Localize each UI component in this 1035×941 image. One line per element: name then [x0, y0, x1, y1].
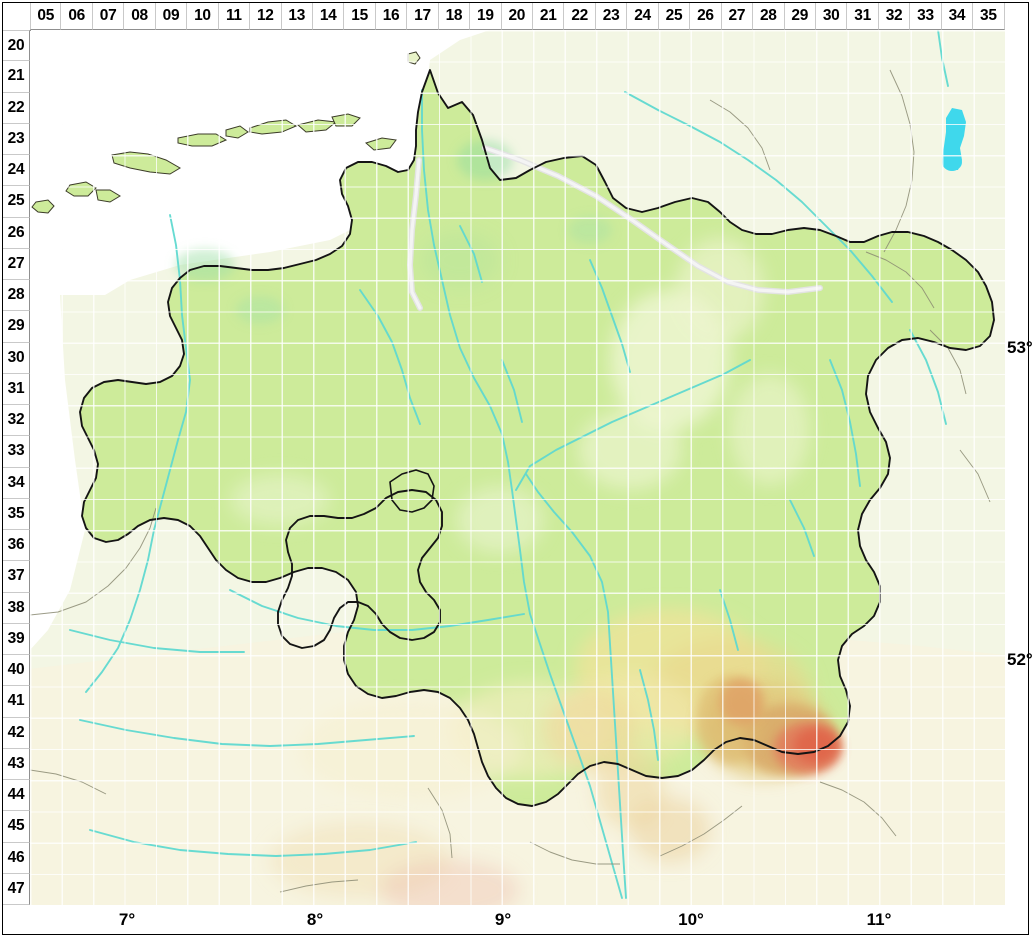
ruler-top-cell[interactable]: 26: [690, 3, 722, 30]
ruler-top-cell[interactable]: 27: [721, 3, 754, 30]
ruler-top-cell[interactable]: 06: [61, 3, 93, 30]
ruler-left-cell[interactable]: 26: [3, 217, 30, 249]
ruler-left-cell[interactable]: 44: [3, 780, 30, 812]
ruler-top-cell[interactable]: 08: [124, 3, 156, 30]
ruler-top-cell[interactable]: 16: [375, 3, 408, 30]
ruler-left-cell[interactable]: 25: [3, 186, 30, 218]
ruler-top-cell[interactable]: 18: [438, 3, 471, 30]
ruler-left-cell[interactable]: 32: [3, 405, 30, 437]
ruler-top-cell[interactable]: 29: [784, 3, 816, 30]
ruler-top-cell[interactable]: 07: [92, 3, 125, 30]
longitude-tick-label: 7°: [118, 910, 136, 929]
map-canvas: [30, 30, 1005, 905]
ruler-top-cell[interactable]: 09: [155, 3, 188, 30]
ruler-left-cell[interactable]: 36: [3, 530, 30, 562]
ruler-top-cell[interactable]: 05: [30, 3, 62, 30]
ruler-left-cell[interactable]: 27: [3, 248, 30, 280]
vertical-index-ruler[interactable]: 20 21 22 23 24 25 26 27 28 29 30 31 32 33 34 35 36 37 38 39…: [3, 30, 30, 905]
latitude-tick-label: 53°: [1007, 338, 1033, 357]
horizontal-index-ruler[interactable]: 05 06 07 08 09 10 11 12 13 14 15 16 17 18 19 20 21 22 23 24…: [30, 3, 1005, 30]
ruler-top-cell[interactable]: 14: [312, 3, 345, 30]
ruler-top-cell[interactable]: 10: [187, 3, 219, 30]
ruler-top-cell[interactable]: 11: [218, 3, 251, 30]
ruler-left-cell[interactable]: 38: [3, 592, 30, 624]
ruler-left-cell[interactable]: 31: [3, 373, 30, 405]
ruler-left-cell[interactable]: 39: [3, 623, 30, 655]
longitude-tick-label: 11°: [866, 910, 892, 929]
ruler-top-cell[interactable]: 30: [815, 3, 848, 30]
ruler-left-cell[interactable]: 35: [3, 498, 30, 530]
ruler-left-cell[interactable]: 23: [3, 123, 30, 155]
ruler-top-cell[interactable]: 12: [250, 3, 282, 30]
ruler-left-cell[interactable]: 46: [3, 842, 30, 874]
ruler-top-cell[interactable]: 15: [344, 3, 376, 30]
ruler-left-cell[interactable]: 43: [3, 748, 30, 780]
longitude-tick-label: 10°: [678, 910, 704, 929]
ruler-left-cell[interactable]: 21: [3, 61, 30, 93]
ruler-top-cell[interactable]: 34: [941, 3, 974, 30]
ruler-top-cell[interactable]: 35: [973, 3, 1005, 30]
ruler-top-cell[interactable]: 28: [753, 3, 785, 30]
ruler-top-cell[interactable]: 17: [407, 3, 439, 30]
ruler-top-cell[interactable]: 25: [658, 3, 691, 30]
ruler-left-cell[interactable]: 41: [3, 686, 30, 718]
ruler-left-cell[interactable]: 45: [3, 811, 30, 843]
ruler-left-cell[interactable]: 37: [3, 561, 30, 593]
ruler-top-cell[interactable]: 24: [627, 3, 659, 30]
ruler-left-cell[interactable]: 47: [3, 873, 30, 905]
ruler-left-cell[interactable]: 30: [3, 342, 30, 374]
ruler-top-cell[interactable]: 31: [847, 3, 879, 30]
longitude-tick-label: 8°: [306, 910, 324, 929]
ruler-left-cell[interactable]: 42: [3, 717, 30, 749]
ruler-left-cell[interactable]: 40: [3, 655, 30, 687]
latitude-axis: 53° 52°: [1007, 30, 1035, 905]
ruler-top-cell[interactable]: 22: [564, 3, 596, 30]
ruler-left-cell[interactable]: 33: [3, 436, 30, 468]
ruler-left-cell[interactable]: 28: [3, 280, 30, 312]
ruler-left-cell[interactable]: 22: [3, 92, 30, 124]
longitude-tick-label: 9°: [494, 910, 512, 929]
latitude-tick-label: 52°: [1007, 650, 1033, 669]
map-viewport[interactable]: [30, 30, 1005, 905]
ruler-top-cell[interactable]: 21: [533, 3, 565, 30]
ruler-top-cell[interactable]: 33: [910, 3, 942, 30]
ruler-left-cell[interactable]: 24: [3, 155, 30, 187]
longitude-axis: 7° 8° 9° 10° 11°: [30, 906, 1005, 939]
ruler-top-cell[interactable]: 19: [470, 3, 502, 30]
ruler-top-cell[interactable]: 23: [595, 3, 628, 30]
ruler-left-cell[interactable]: 34: [3, 467, 30, 499]
ruler-corner: [3, 3, 31, 31]
ruler-top-cell[interactable]: 13: [281, 3, 313, 30]
ruler-top-cell[interactable]: 32: [878, 3, 911, 30]
ruler-left-cell[interactable]: 29: [3, 311, 30, 343]
ruler-left-cell[interactable]: 20: [3, 30, 30, 62]
ruler-top-cell[interactable]: 20: [501, 3, 533, 30]
